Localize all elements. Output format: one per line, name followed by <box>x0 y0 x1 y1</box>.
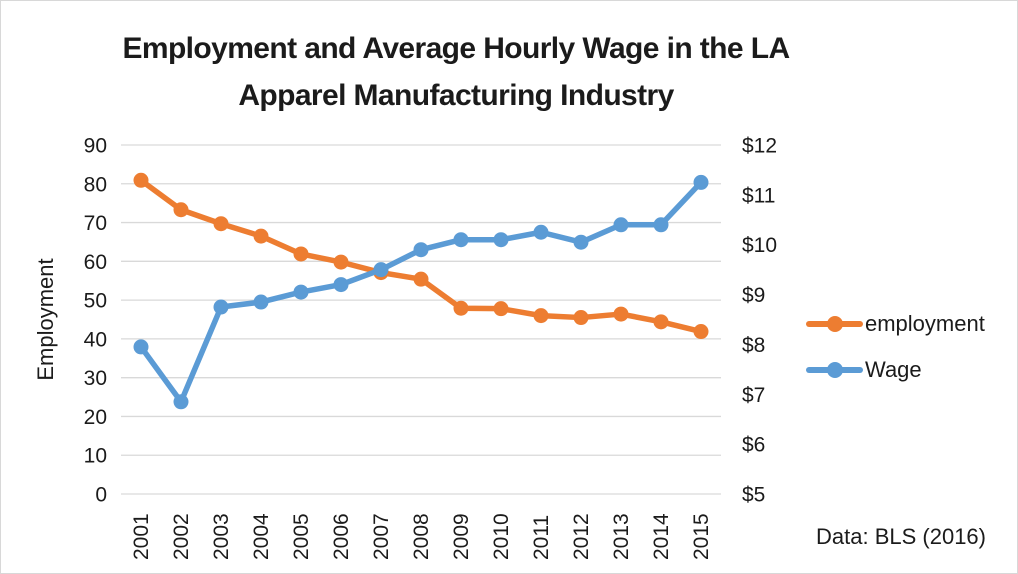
data-point-Wage-2007 <box>373 262 389 278</box>
data-point-Wage-2006 <box>333 277 349 293</box>
legend-label-wage: Wage <box>865 357 922 382</box>
x-axis-tick-label: 2014 <box>650 513 673 560</box>
right-axis-tick-label: $6 <box>742 434 765 457</box>
legend-item-wage: Wage <box>806 357 985 382</box>
data-point-Wage-2015 <box>693 174 709 190</box>
data-point-employment-2009 <box>453 300 469 316</box>
left-axis-tick-label: 40 <box>84 328 107 351</box>
data-point-employment-2002 <box>173 202 189 218</box>
right-axis-tick-label: $9 <box>742 284 765 307</box>
chart-title-line-1: Employment and Average Hourly Wage in th… <box>122 32 790 65</box>
x-axis-tick-label: 2005 <box>290 513 313 560</box>
chart-legend: employment Wage <box>806 311 985 382</box>
data-point-employment-2005 <box>293 246 309 262</box>
data-point-Wage-2002 <box>173 394 189 410</box>
data-point-employment-2012 <box>573 310 589 326</box>
data-point-Wage-2005 <box>293 284 309 300</box>
legend-label-employment: employment <box>865 311 985 336</box>
x-axis-tick-label: 2003 <box>210 513 233 560</box>
x-axis-tick-label: 2015 <box>690 513 713 560</box>
chart-title-line-2: Apparel Manufacturing Industry <box>238 79 674 112</box>
data-point-Wage-2011 <box>533 224 549 240</box>
right-axis-tick-label: $10 <box>742 234 777 257</box>
left-axis-tick-label: 90 <box>84 135 107 158</box>
left-axis-tick-label: 70 <box>84 212 107 235</box>
data-point-Wage-2012 <box>573 234 589 250</box>
left-axis-tick-label: 0 <box>95 484 107 507</box>
data-point-employment-2014 <box>653 314 669 330</box>
data-point-employment-2013 <box>613 306 629 322</box>
wage-series-marker-icon <box>806 362 863 378</box>
x-axis-tick-label: 2010 <box>490 513 513 560</box>
data-point-employment-2011 <box>533 308 549 324</box>
x-axis-tick-label: 2009 <box>450 513 473 560</box>
data-point-employment-2003 <box>213 216 229 232</box>
data-point-employment-2008 <box>413 271 429 287</box>
data-source-note: Data: BLS (2016) <box>816 524 986 549</box>
data-point-employment-2010 <box>493 301 509 317</box>
data-point-employment-2004 <box>253 228 269 244</box>
data-point-Wage-2008 <box>413 242 429 258</box>
data-point-Wage-2001 <box>133 339 149 355</box>
left-axis-tick-label: 80 <box>84 173 107 196</box>
chart-title: Employment and Average Hourly Wage in th… <box>1 25 911 119</box>
data-point-Wage-2013 <box>613 217 629 233</box>
x-axis-tick-label: 2002 <box>170 513 193 560</box>
right-axis-tick-label: $5 <box>742 484 765 507</box>
x-axis-tick-label: 2007 <box>370 513 393 560</box>
left-axis-tick-label: 20 <box>84 406 107 429</box>
left-axis-tick-label: 60 <box>84 251 107 274</box>
right-axis-tick-label: $12 <box>742 135 777 158</box>
legend-item-employment: employment <box>806 311 985 336</box>
data-point-employment-2006 <box>333 254 349 270</box>
data-point-Wage-2014 <box>653 217 669 233</box>
data-point-employment-2001 <box>133 172 149 188</box>
x-axis-tick-label: 2004 <box>250 513 273 560</box>
x-axis-tick-label: 2001 <box>130 513 153 560</box>
data-point-Wage-2009 <box>453 232 469 248</box>
data-point-Wage-2010 <box>493 232 509 248</box>
data-point-Wage-2003 <box>213 299 229 315</box>
right-axis-tick-label: $8 <box>742 334 765 357</box>
left-axis-tick-label: 50 <box>84 290 107 313</box>
x-axis-tick-label: 2012 <box>570 513 593 560</box>
data-point-Wage-2004 <box>253 294 269 310</box>
left-axis-tick-label: 10 <box>84 445 107 468</box>
left-axis-tick-label: 30 <box>84 367 107 390</box>
right-axis-tick-label: $11 <box>742 184 775 207</box>
x-axis-tick-label: 2006 <box>330 513 353 560</box>
x-axis-tick-label: 2011 <box>530 515 553 560</box>
employment-series-marker-icon <box>806 316 863 332</box>
right-axis-tick-label: $7 <box>742 384 765 407</box>
left-axis-title: Employment <box>33 258 58 380</box>
x-axis-tick-label: 2008 <box>410 513 433 560</box>
data-point-employment-2015 <box>693 324 709 340</box>
x-axis-tick-label: 2013 <box>610 513 633 560</box>
series-line-Wage <box>138 179 704 405</box>
